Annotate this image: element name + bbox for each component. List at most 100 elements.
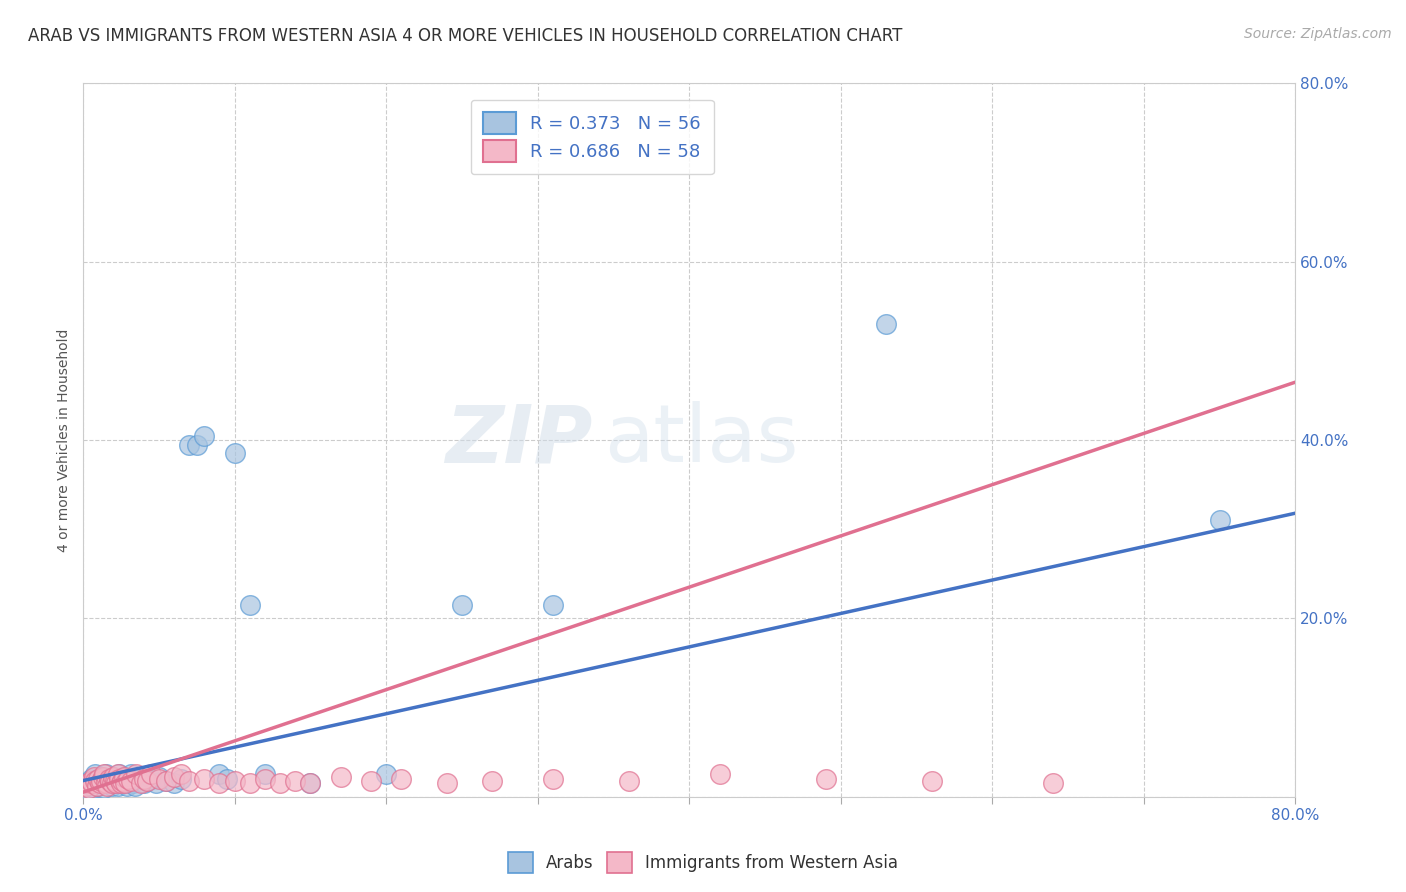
- Text: ARAB VS IMMIGRANTS FROM WESTERN ASIA 4 OR MORE VEHICLES IN HOUSEHOLD CORRELATION: ARAB VS IMMIGRANTS FROM WESTERN ASIA 4 O…: [28, 27, 903, 45]
- Point: [163, 776, 186, 790]
- Point: [239, 598, 262, 612]
- Point: [177, 773, 200, 788]
- Point: [79, 773, 101, 788]
- Point: [112, 770, 135, 784]
- Point: [114, 776, 136, 790]
- Point: [104, 773, 127, 788]
- Point: [208, 776, 231, 790]
- Point: [111, 773, 134, 788]
- Point: [177, 437, 200, 451]
- Point: [96, 772, 118, 786]
- Point: [541, 772, 564, 786]
- Point: [148, 772, 170, 786]
- Point: [98, 773, 121, 788]
- Text: ZIP: ZIP: [444, 401, 592, 479]
- Point: [77, 782, 100, 797]
- Point: [617, 773, 640, 788]
- Point: [135, 773, 157, 788]
- Point: [105, 776, 128, 790]
- Point: [132, 772, 155, 786]
- Point: [299, 776, 322, 790]
- Legend: Arabs, Immigrants from Western Asia: Arabs, Immigrants from Western Asia: [501, 846, 905, 880]
- Y-axis label: 4 or more Vehicles in Household: 4 or more Vehicles in Household: [58, 328, 72, 552]
- Point: [75, 776, 97, 790]
- Point: [451, 598, 474, 612]
- Point: [86, 776, 108, 790]
- Point: [360, 773, 382, 788]
- Point: [329, 770, 352, 784]
- Point: [107, 767, 129, 781]
- Point: [875, 317, 897, 331]
- Point: [83, 770, 105, 784]
- Point: [93, 767, 115, 781]
- Point: [224, 773, 246, 788]
- Point: [436, 776, 458, 790]
- Point: [122, 776, 145, 790]
- Point: [193, 428, 215, 442]
- Point: [921, 773, 943, 788]
- Point: [814, 772, 837, 786]
- Point: [103, 770, 125, 784]
- Point: [124, 779, 146, 793]
- Point: [87, 772, 110, 786]
- Point: [108, 767, 131, 781]
- Point: [96, 779, 118, 793]
- Point: [709, 767, 731, 781]
- Point: [89, 773, 111, 788]
- Point: [141, 767, 163, 781]
- Point: [170, 772, 193, 786]
- Point: [375, 767, 398, 781]
- Point: [75, 779, 97, 793]
- Point: [94, 767, 117, 781]
- Point: [80, 776, 103, 790]
- Point: [121, 767, 143, 781]
- Point: [108, 772, 131, 786]
- Point: [121, 773, 143, 788]
- Point: [1208, 513, 1230, 527]
- Point: [84, 773, 107, 788]
- Point: [89, 776, 111, 790]
- Text: Source: ZipAtlas.com: Source: ZipAtlas.com: [1244, 27, 1392, 41]
- Point: [76, 779, 98, 793]
- Point: [125, 767, 148, 781]
- Point: [253, 767, 276, 781]
- Point: [107, 779, 129, 793]
- Point: [98, 776, 121, 790]
- Point: [110, 776, 132, 790]
- Point: [83, 780, 105, 795]
- Point: [117, 772, 139, 786]
- Point: [93, 780, 115, 795]
- Point: [76, 776, 98, 790]
- Point: [103, 770, 125, 784]
- Point: [208, 767, 231, 781]
- Point: [84, 767, 107, 781]
- Point: [77, 780, 100, 795]
- Point: [97, 773, 120, 788]
- Point: [269, 776, 291, 790]
- Point: [145, 776, 167, 790]
- Point: [125, 772, 148, 786]
- Point: [101, 776, 124, 790]
- Point: [104, 773, 127, 788]
- Point: [80, 773, 103, 788]
- Point: [170, 767, 193, 781]
- Point: [224, 446, 246, 460]
- Point: [117, 772, 139, 786]
- Point: [112, 770, 135, 784]
- Point: [94, 776, 117, 790]
- Point: [284, 773, 307, 788]
- Point: [239, 776, 262, 790]
- Point: [132, 776, 155, 790]
- Point: [141, 772, 163, 786]
- Point: [105, 776, 128, 790]
- Point: [541, 598, 564, 612]
- Point: [110, 772, 132, 786]
- Point: [148, 770, 170, 784]
- Point: [155, 773, 177, 788]
- Point: [481, 773, 503, 788]
- Point: [389, 772, 412, 786]
- Point: [186, 437, 208, 451]
- Point: [163, 770, 186, 784]
- Point: [101, 779, 124, 793]
- Point: [87, 779, 110, 793]
